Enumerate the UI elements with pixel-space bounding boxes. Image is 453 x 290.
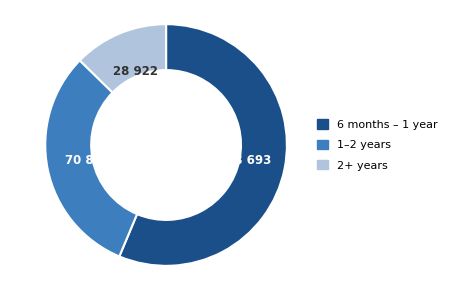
Wedge shape <box>119 24 287 266</box>
Text: 128 693: 128 693 <box>218 154 271 167</box>
Legend: 6 months – 1 year, 1–2 years, 2+ years: 6 months – 1 year, 1–2 years, 2+ years <box>317 119 438 171</box>
Text: 70 867: 70 867 <box>65 154 110 167</box>
Text: 28 922: 28 922 <box>112 64 158 77</box>
Wedge shape <box>80 24 166 93</box>
Wedge shape <box>45 60 137 256</box>
